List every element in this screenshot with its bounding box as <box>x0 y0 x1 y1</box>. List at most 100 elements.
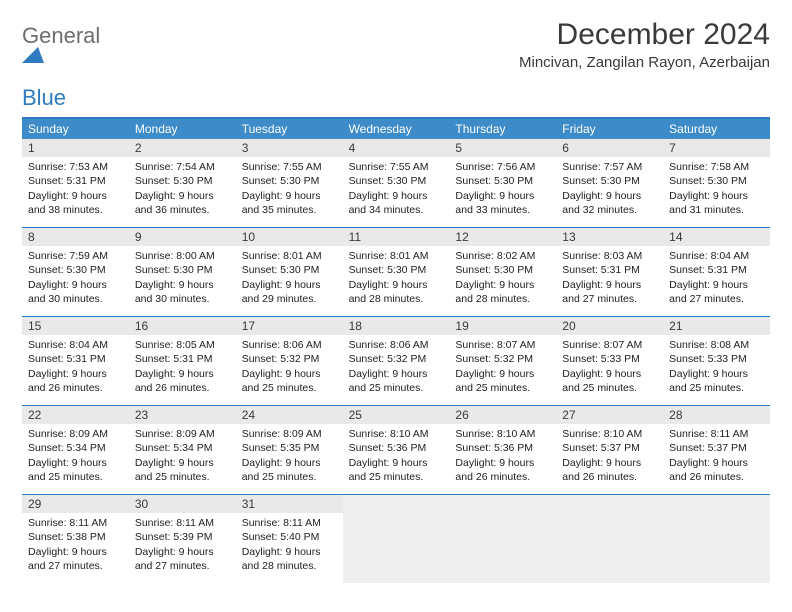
day-info: Sunrise: 8:06 AMSunset: 5:32 PMDaylight:… <box>236 335 343 399</box>
week-row: 1Sunrise: 7:53 AMSunset: 5:31 PMDaylight… <box>22 139 770 228</box>
logo-word1: General <box>22 23 100 48</box>
day-ss: Sunset: 5:31 PM <box>28 174 123 188</box>
page-title: December 2024 <box>519 18 770 52</box>
day-ss: Sunset: 5:30 PM <box>455 263 550 277</box>
day-cell: 1Sunrise: 7:53 AMSunset: 5:31 PMDaylight… <box>22 139 129 227</box>
day-d2: and 27 minutes. <box>28 559 123 573</box>
day-d1: Daylight: 9 hours <box>669 189 764 203</box>
day-d2: and 25 minutes. <box>349 470 444 484</box>
day-info: Sunrise: 7:59 AMSunset: 5:30 PMDaylight:… <box>22 246 129 310</box>
day-number: 1 <box>22 139 129 157</box>
day-d1: Daylight: 9 hours <box>135 278 230 292</box>
day-sr: Sunrise: 8:02 AM <box>455 249 550 263</box>
day-cell: 9Sunrise: 8:00 AMSunset: 5:30 PMDaylight… <box>129 228 236 316</box>
day-ss: Sunset: 5:32 PM <box>242 352 337 366</box>
day-ss: Sunset: 5:34 PM <box>28 441 123 455</box>
sail-icon <box>22 47 100 63</box>
day-ss: Sunset: 5:30 PM <box>135 263 230 277</box>
day-ss: Sunset: 5:30 PM <box>349 174 444 188</box>
day-d2: and 33 minutes. <box>455 203 550 217</box>
day-cell: 12Sunrise: 8:02 AMSunset: 5:30 PMDayligh… <box>449 228 556 316</box>
day-d1: Daylight: 9 hours <box>455 278 550 292</box>
day-ss: Sunset: 5:36 PM <box>455 441 550 455</box>
day-d1: Daylight: 9 hours <box>135 367 230 381</box>
day-sr: Sunrise: 8:10 AM <box>562 427 657 441</box>
day-d1: Daylight: 9 hours <box>135 456 230 470</box>
day-d1: Daylight: 9 hours <box>669 278 764 292</box>
day-sr: Sunrise: 8:06 AM <box>242 338 337 352</box>
day-number: 24 <box>236 406 343 424</box>
day-info: Sunrise: 7:57 AMSunset: 5:30 PMDaylight:… <box>556 157 663 221</box>
day-sr: Sunrise: 8:01 AM <box>349 249 444 263</box>
day-number: 11 <box>343 228 450 246</box>
day-cell: 8Sunrise: 7:59 AMSunset: 5:30 PMDaylight… <box>22 228 129 316</box>
day-cell: 10Sunrise: 8:01 AMSunset: 5:30 PMDayligh… <box>236 228 343 316</box>
day-d2: and 28 minutes. <box>242 559 337 573</box>
day-info: Sunrise: 8:09 AMSunset: 5:34 PMDaylight:… <box>22 424 129 488</box>
day-d1: Daylight: 9 hours <box>669 456 764 470</box>
day-info: Sunrise: 8:11 AMSunset: 5:39 PMDaylight:… <box>129 513 236 577</box>
dow-header: Saturday <box>663 119 770 139</box>
day-info: Sunrise: 8:05 AMSunset: 5:31 PMDaylight:… <box>129 335 236 399</box>
day-sr: Sunrise: 8:04 AM <box>28 338 123 352</box>
day-info: Sunrise: 7:56 AMSunset: 5:30 PMDaylight:… <box>449 157 556 221</box>
day-ss: Sunset: 5:33 PM <box>669 352 764 366</box>
day-d2: and 31 minutes. <box>669 203 764 217</box>
day-d2: and 28 minutes. <box>455 292 550 306</box>
day-ss: Sunset: 5:37 PM <box>669 441 764 455</box>
day-number: 25 <box>343 406 450 424</box>
day-sr: Sunrise: 8:04 AM <box>669 249 764 263</box>
day-sr: Sunrise: 8:10 AM <box>455 427 550 441</box>
week-row: 29Sunrise: 8:11 AMSunset: 5:38 PMDayligh… <box>22 495 770 583</box>
day-d1: Daylight: 9 hours <box>562 189 657 203</box>
day-ss: Sunset: 5:32 PM <box>349 352 444 366</box>
day-d2: and 25 minutes. <box>135 470 230 484</box>
day-d2: and 32 minutes. <box>562 203 657 217</box>
dow-header: Tuesday <box>236 119 343 139</box>
day-sr: Sunrise: 8:03 AM <box>562 249 657 263</box>
day-ss: Sunset: 5:30 PM <box>242 263 337 277</box>
day-ss: Sunset: 5:30 PM <box>562 174 657 188</box>
day-d2: and 30 minutes. <box>135 292 230 306</box>
day-sr: Sunrise: 8:07 AM <box>455 338 550 352</box>
day-number: 22 <box>22 406 129 424</box>
day-cell: 2Sunrise: 7:54 AMSunset: 5:30 PMDaylight… <box>129 139 236 227</box>
day-sr: Sunrise: 7:53 AM <box>28 160 123 174</box>
day-info: Sunrise: 8:04 AMSunset: 5:31 PMDaylight:… <box>663 246 770 310</box>
day-number: 21 <box>663 317 770 335</box>
day-d2: and 38 minutes. <box>28 203 123 217</box>
day-cell: 23Sunrise: 8:09 AMSunset: 5:34 PMDayligh… <box>129 406 236 494</box>
day-cell: 25Sunrise: 8:10 AMSunset: 5:36 PMDayligh… <box>343 406 450 494</box>
day-ss: Sunset: 5:35 PM <box>242 441 337 455</box>
day-cell-empty <box>449 495 556 583</box>
day-ss: Sunset: 5:30 PM <box>349 263 444 277</box>
day-info: Sunrise: 8:07 AMSunset: 5:32 PMDaylight:… <box>449 335 556 399</box>
day-ss: Sunset: 5:32 PM <box>455 352 550 366</box>
day-number: 7 <box>663 139 770 157</box>
day-d2: and 35 minutes. <box>242 203 337 217</box>
day-info: Sunrise: 7:55 AMSunset: 5:30 PMDaylight:… <box>343 157 450 221</box>
day-cell: 29Sunrise: 8:11 AMSunset: 5:38 PMDayligh… <box>22 495 129 583</box>
day-cell: 6Sunrise: 7:57 AMSunset: 5:30 PMDaylight… <box>556 139 663 227</box>
day-info: Sunrise: 8:07 AMSunset: 5:33 PMDaylight:… <box>556 335 663 399</box>
day-cell: 27Sunrise: 8:10 AMSunset: 5:37 PMDayligh… <box>556 406 663 494</box>
day-d2: and 30 minutes. <box>28 292 123 306</box>
day-cell: 28Sunrise: 8:11 AMSunset: 5:37 PMDayligh… <box>663 406 770 494</box>
day-info: Sunrise: 8:11 AMSunset: 5:40 PMDaylight:… <box>236 513 343 577</box>
dow-header: Wednesday <box>343 119 450 139</box>
day-sr: Sunrise: 8:11 AM <box>135 516 230 530</box>
day-info: Sunrise: 8:01 AMSunset: 5:30 PMDaylight:… <box>343 246 450 310</box>
day-number: 27 <box>556 406 663 424</box>
day-sr: Sunrise: 8:11 AM <box>28 516 123 530</box>
day-ss: Sunset: 5:31 PM <box>135 352 230 366</box>
day-ss: Sunset: 5:36 PM <box>349 441 444 455</box>
week-row: 15Sunrise: 8:04 AMSunset: 5:31 PMDayligh… <box>22 317 770 406</box>
day-sr: Sunrise: 8:09 AM <box>135 427 230 441</box>
day-info: Sunrise: 7:53 AMSunset: 5:31 PMDaylight:… <box>22 157 129 221</box>
dow-header: Friday <box>556 119 663 139</box>
day-cell: 19Sunrise: 8:07 AMSunset: 5:32 PMDayligh… <box>449 317 556 405</box>
day-number: 18 <box>343 317 450 335</box>
day-d2: and 26 minutes. <box>562 470 657 484</box>
day-ss: Sunset: 5:40 PM <box>242 530 337 544</box>
day-ss: Sunset: 5:38 PM <box>28 530 123 544</box>
